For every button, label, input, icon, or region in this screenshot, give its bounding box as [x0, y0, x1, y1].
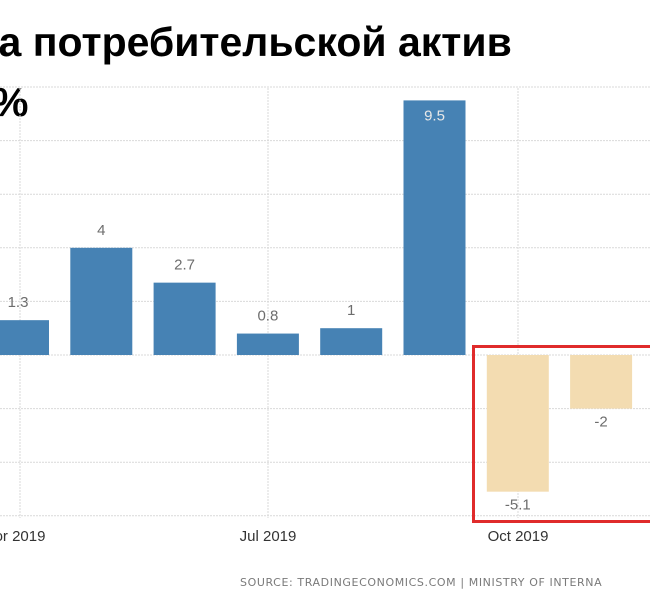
x-tick-label: Oct 2019	[488, 528, 549, 545]
bar	[570, 355, 633, 409]
bar	[486, 355, 549, 492]
chart-title-line-2: %	[0, 82, 28, 123]
bar-value-label: 9.5	[424, 107, 445, 124]
bar-value-label: -2	[594, 414, 607, 431]
highlight-box	[472, 345, 650, 523]
bar-value-label: 0.8	[257, 308, 278, 325]
source-text: SOURCE: TRADINGECONOMICS.COM | MINISTRY …	[240, 576, 603, 589]
x-tick-label: or 2019	[0, 528, 45, 545]
bar	[153, 282, 216, 355]
bar	[403, 100, 466, 356]
chart-title-line-1: ка потребительской актив	[0, 19, 512, 65]
bar-value-label: 2.7	[174, 257, 195, 274]
x-tick-label: Jul 2019	[240, 528, 297, 545]
bar-value-label: -5.1	[505, 497, 531, 514]
bar-value-label: 1.3	[8, 294, 29, 311]
bar	[0, 320, 49, 355]
bar	[70, 247, 133, 355]
bar	[236, 333, 299, 355]
bar-value-label: 4	[97, 222, 105, 239]
bar-value-label: 1	[347, 302, 355, 319]
bar	[320, 328, 383, 355]
